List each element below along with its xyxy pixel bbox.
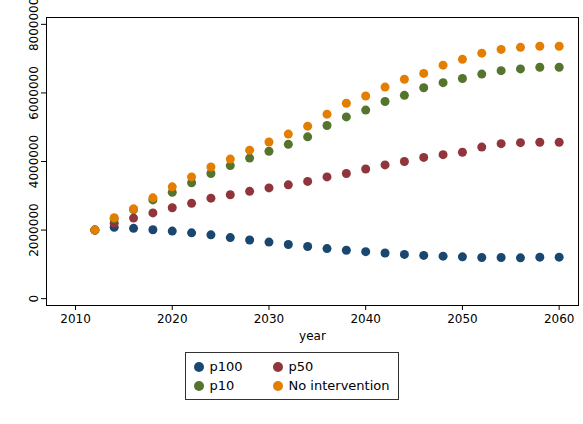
svg-text:8000000: 8000000 bbox=[27, 0, 41, 51]
html-text:p10: p10 bbox=[209, 378, 235, 393]
svg-text:2020: 2020 bbox=[157, 312, 188, 326]
svg-text:6000000: 6000000 bbox=[27, 66, 41, 119]
svg-text:2030: 2030 bbox=[254, 312, 285, 326]
svg-text:year: year bbox=[299, 329, 326, 343]
svg-text:2000000: 2000000 bbox=[27, 203, 41, 256]
svg-text:2010: 2010 bbox=[60, 312, 91, 326]
svg-text:2050: 2050 bbox=[447, 312, 478, 326]
html-text:p100: p100 bbox=[209, 359, 243, 374]
svg-text:2040: 2040 bbox=[350, 312, 381, 326]
svg-text:2060: 2060 bbox=[544, 312, 575, 326]
svg-text:0: 0 bbox=[27, 295, 41, 303]
svg-text:4000000: 4000000 bbox=[27, 135, 41, 188]
html-text:p50: p50 bbox=[288, 359, 314, 374]
html-text:No intervention: No intervention bbox=[288, 378, 390, 393]
